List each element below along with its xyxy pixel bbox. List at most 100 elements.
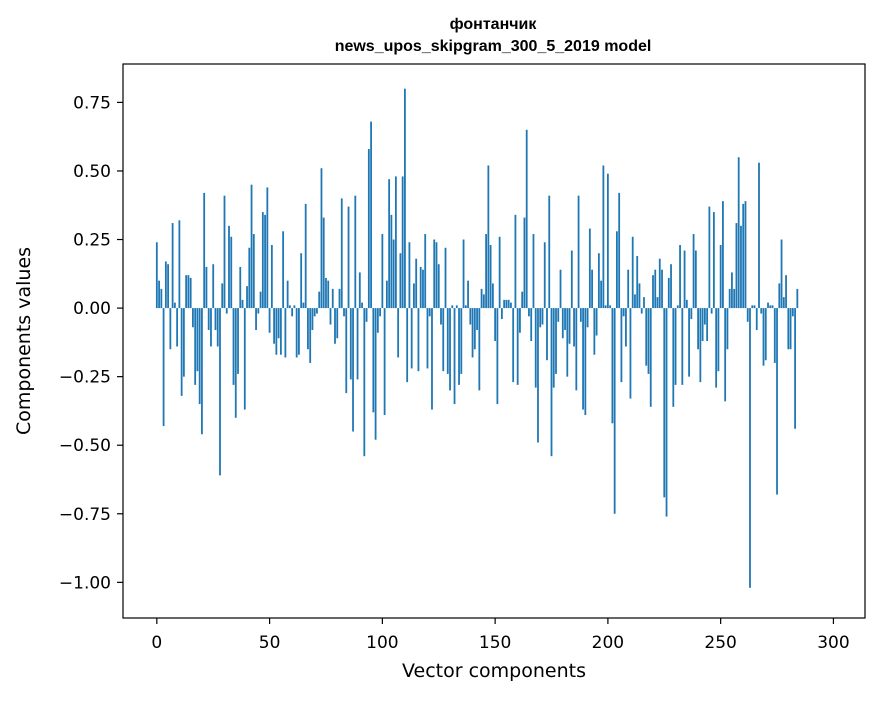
- x-tick-label: 300: [817, 633, 849, 653]
- bar: [661, 269, 663, 309]
- bar: [523, 217, 526, 309]
- bar: [755, 308, 758, 331]
- x-tick-label: 0: [151, 633, 162, 653]
- bar: [498, 236, 501, 309]
- bar: [399, 253, 402, 309]
- bar: [216, 308, 219, 347]
- bar: [478, 308, 481, 391]
- y-tick-label: −0.75: [59, 505, 111, 525]
- bar: [169, 308, 172, 350]
- x-tick-label: 200: [592, 633, 624, 653]
- bar: [546, 308, 548, 361]
- y-axis: 0.75 0.50 0.25 0.00 −0.25 −0.50 −0.75 −1.00: [59, 93, 123, 593]
- bar: [404, 88, 406, 309]
- bar: [266, 187, 269, 309]
- bar: [575, 308, 578, 391]
- bar: [746, 308, 749, 322]
- bar: [372, 308, 375, 413]
- bar: [417, 308, 420, 372]
- bar: [367, 149, 370, 309]
- bar: [703, 308, 706, 325]
- bar: [528, 308, 530, 317]
- bar: [791, 308, 794, 317]
- bar: [214, 308, 217, 331]
- bar: [690, 308, 693, 320]
- bar: [640, 308, 643, 314]
- bar: [760, 308, 763, 314]
- bar: [311, 308, 314, 331]
- bar: [577, 195, 580, 309]
- bar: [586, 308, 589, 328]
- bar: [243, 308, 246, 410]
- bar: [388, 179, 391, 309]
- bar: [683, 250, 686, 309]
- bar: [749, 308, 751, 588]
- bar: [221, 283, 224, 309]
- bar: [507, 299, 510, 309]
- bar: [476, 308, 478, 331]
- bar: [769, 305, 772, 309]
- bar: [458, 308, 460, 385]
- bar: [453, 308, 456, 405]
- bar: [548, 195, 551, 309]
- bar: [796, 288, 799, 309]
- bar: [381, 234, 384, 309]
- bar: [397, 308, 400, 358]
- plot-frame: [122, 63, 866, 619]
- bar: [309, 308, 312, 363]
- bar: [316, 308, 318, 314]
- bar: [385, 280, 388, 309]
- bar: [164, 261, 167, 309]
- bar: [697, 308, 699, 350]
- bar: [767, 302, 769, 309]
- bar: [692, 234, 695, 309]
- bar: [451, 305, 454, 309]
- bar: [171, 223, 174, 309]
- bar: [681, 308, 684, 385]
- bar: [733, 288, 736, 309]
- x-tick-label: 250: [704, 633, 736, 653]
- bar: [201, 308, 203, 435]
- bar: [406, 308, 409, 383]
- bar: [471, 308, 474, 358]
- bar: [676, 305, 679, 309]
- bar: [652, 275, 654, 309]
- bar: [715, 308, 718, 388]
- bar: [539, 308, 542, 328]
- bar: [778, 283, 781, 309]
- bar: [442, 308, 445, 372]
- bar: [654, 269, 657, 309]
- bar: [561, 308, 564, 339]
- bar: [230, 236, 233, 309]
- bar: [568, 308, 571, 344]
- bar: [735, 223, 738, 309]
- bar: [194, 308, 197, 385]
- bar: [185, 275, 188, 309]
- bar: [672, 308, 675, 407]
- bar: [313, 308, 316, 317]
- bar: [731, 272, 733, 309]
- bar: [462, 239, 465, 309]
- bar: [487, 165, 490, 309]
- bar: [613, 308, 616, 514]
- y-tick-label: 0.75: [73, 93, 111, 113]
- bar: [329, 308, 332, 325]
- bar: [390, 214, 393, 309]
- bar: [246, 286, 248, 309]
- bar: [753, 305, 756, 309]
- bar: [469, 308, 472, 325]
- bar: [460, 308, 463, 374]
- bar: [685, 299, 688, 309]
- y-tick-label: 0.25: [73, 231, 111, 251]
- bar: [649, 308, 652, 407]
- bar: [413, 283, 415, 309]
- y-tick-label: 0.00: [73, 299, 111, 319]
- bar: [521, 291, 524, 309]
- bar: [356, 308, 359, 380]
- bar: [198, 308, 201, 405]
- bar: [392, 239, 395, 309]
- bar: [268, 308, 271, 333]
- bar: [203, 192, 206, 309]
- bar: [282, 231, 285, 309]
